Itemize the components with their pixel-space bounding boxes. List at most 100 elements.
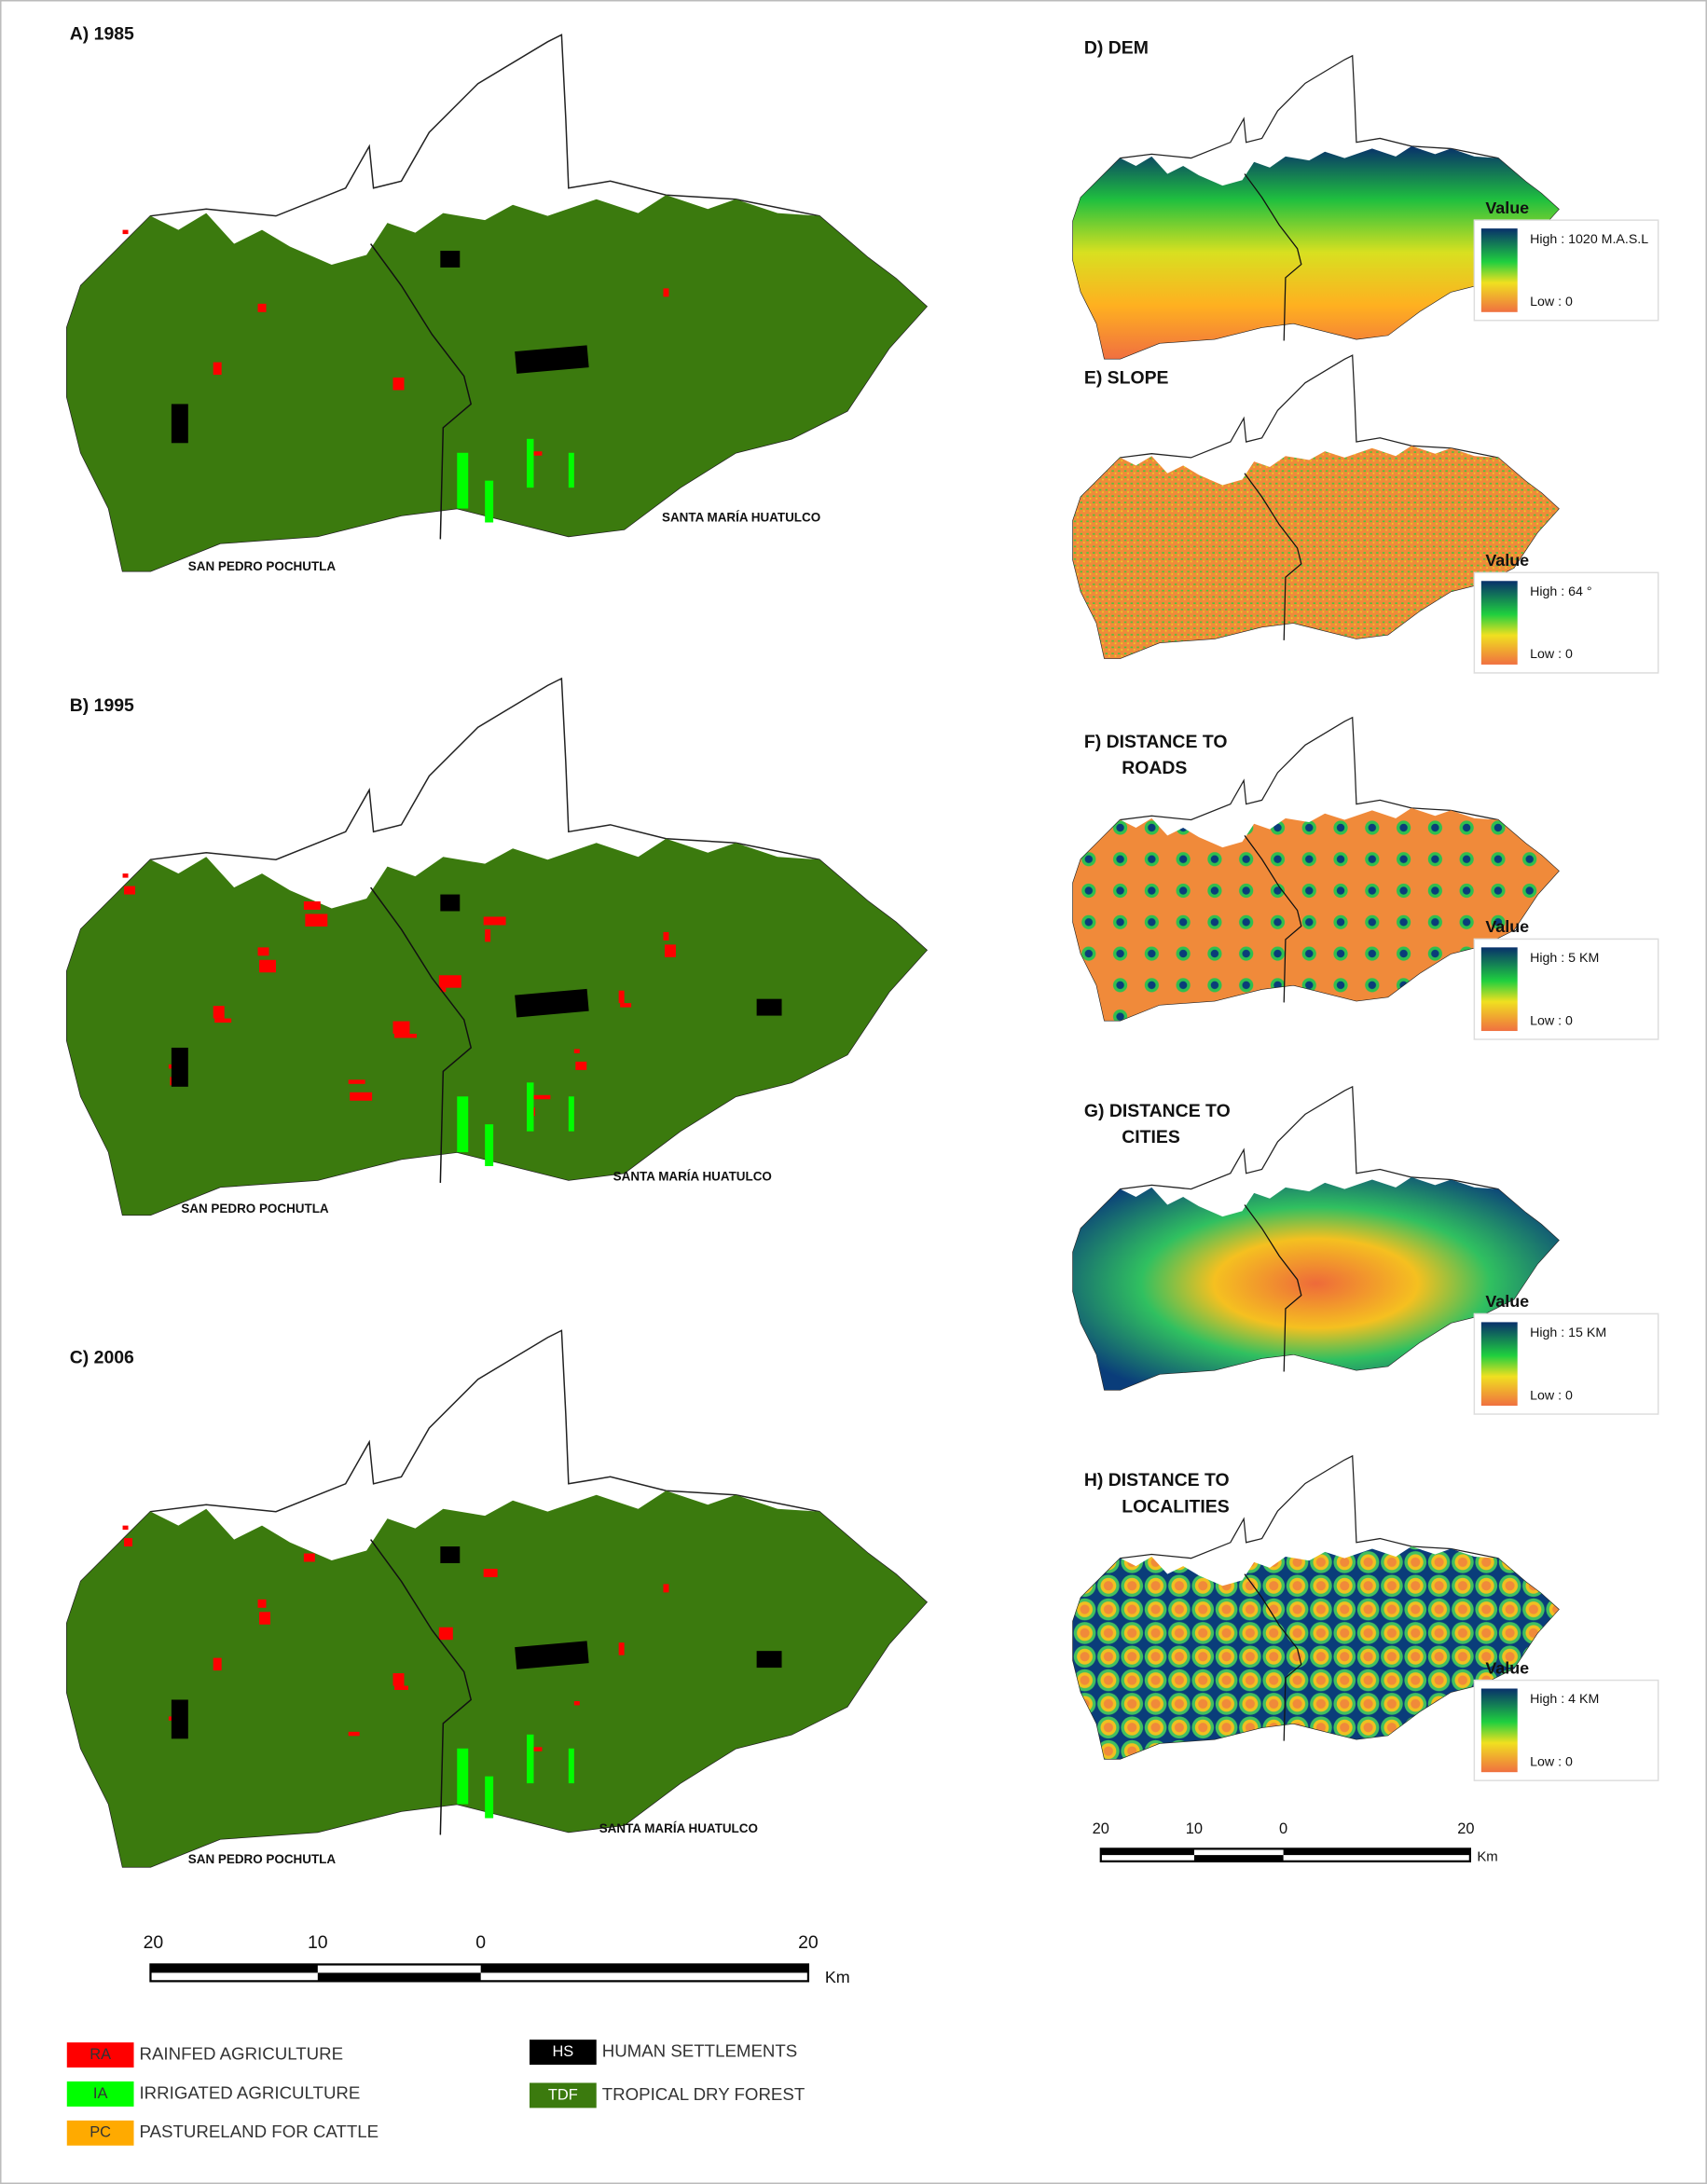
- place-label: SANTA MARÍA HUATULCO: [613, 1170, 772, 1184]
- rainfed-patch: [438, 1627, 453, 1641]
- map: [1072, 716, 1560, 1022]
- map: [66, 1329, 929, 1868]
- rainfed-patch: [483, 1568, 498, 1577]
- rainfed-patch: [394, 1685, 408, 1691]
- legend-swatch: [66, 2042, 134, 2068]
- place-label: SAN PEDRO POCHUTLA: [188, 559, 337, 573]
- settlement: [515, 1641, 589, 1669]
- rainfed-patch: [392, 378, 405, 391]
- rainfed-patch: [122, 229, 129, 235]
- legend-title: Value: [1485, 1658, 1529, 1677]
- irrigated-patch: [527, 438, 534, 488]
- color-ramp: [1480, 947, 1518, 1032]
- legend-low: Low : 0: [1530, 1013, 1573, 1028]
- rainfed-patch: [303, 901, 321, 911]
- legend-code: TDF: [548, 2086, 578, 2103]
- irrigated-patch: [527, 1734, 534, 1784]
- map: [1072, 354, 1560, 659]
- legend-title: Value: [1485, 551, 1529, 570]
- place-label: SAN PEDRO POCHUTLA: [181, 1202, 329, 1216]
- rainfed-patch: [440, 987, 447, 993]
- raster-area: [1072, 1546, 1559, 1760]
- district-border: [370, 1539, 473, 1835]
- settlement: [440, 1546, 461, 1563]
- rainfed-patch: [392, 1673, 405, 1686]
- panel-title: D) DEM: [1084, 37, 1149, 58]
- rainfed-patch: [348, 1079, 365, 1084]
- legend-high: High : 1020 M.A.S.L: [1530, 232, 1648, 247]
- scale-seg: [150, 1964, 318, 1973]
- rainfed-patch: [259, 959, 276, 973]
- raster-area: [1072, 446, 1559, 659]
- rainfed-patch: [528, 1747, 543, 1751]
- legend-code: HS: [552, 2043, 573, 2060]
- scale-tick: 10: [308, 1932, 328, 1953]
- map: [1072, 1454, 1560, 1760]
- panel-title: A) 1985: [70, 23, 134, 44]
- irrigated-patch: [485, 1776, 494, 1819]
- panel-title: CITIES: [1122, 1127, 1180, 1147]
- rainfed-patch: [214, 1018, 232, 1023]
- legend-code: IA: [93, 2085, 108, 2102]
- legend-label: PASTURELAND FOR CATTLE: [139, 2122, 379, 2141]
- panel-title: C) 2006: [70, 1347, 134, 1367]
- settlement: [756, 998, 782, 1016]
- legend-low: Low : 0: [1530, 1388, 1573, 1403]
- legend-label: IRRIGATED AGRICULTURE: [139, 2082, 360, 2102]
- irrigated-patch: [568, 452, 574, 488]
- rainfed-patch: [305, 913, 328, 927]
- scale-seg: [1193, 1855, 1284, 1861]
- rainfed-patch: [257, 303, 267, 312]
- legend-label: HUMAN SETTLEMENTS: [602, 2041, 798, 2061]
- irrigated-patch: [568, 1096, 574, 1132]
- settlement: [171, 1047, 188, 1087]
- rainfed-patch: [575, 1061, 587, 1070]
- district-border: [1244, 173, 1302, 341]
- rainfed-patch: [485, 928, 491, 942]
- forest-area: [66, 195, 927, 571]
- place-label: SAN PEDRO POCHUTLA: [188, 1852, 337, 1866]
- rainfed-patch: [528, 1094, 551, 1100]
- settlement: [515, 345, 589, 374]
- scale-seg: [1100, 1848, 1194, 1856]
- rainfed-patch: [573, 1049, 580, 1053]
- irrigated-patch: [457, 452, 469, 509]
- scale-unit: Km: [825, 1968, 850, 1986]
- scale-seg: [1283, 1848, 1470, 1856]
- rainfed-patch: [348, 1731, 360, 1737]
- panel-title: ROADS: [1122, 758, 1187, 778]
- place-label: SANTA MARÍA HUATULCO: [662, 511, 820, 525]
- rainfed-patch: [213, 1657, 222, 1671]
- panel-title: B) 1995: [70, 695, 134, 716]
- irrigated-patch: [457, 1096, 469, 1153]
- rainfed-patch: [392, 1021, 410, 1035]
- map: [66, 677, 929, 1216]
- scale-tick: 10: [1186, 1820, 1203, 1837]
- forest-area: [66, 838, 927, 1216]
- scale-seg: [317, 1972, 481, 1982]
- forest-area: [66, 1490, 927, 1867]
- map: [66, 34, 929, 572]
- settlement: [515, 988, 589, 1018]
- legend-swatch: [529, 2082, 597, 2108]
- rainfed-patch: [122, 1525, 129, 1531]
- rainfed-patch: [618, 1642, 625, 1655]
- rainfed-patch: [663, 288, 669, 297]
- district-border: [1244, 835, 1302, 1003]
- color-ramp: [1480, 228, 1518, 312]
- map: [1072, 54, 1560, 360]
- legend-label: RAINFED AGRICULTURE: [139, 2044, 343, 2064]
- panel-title: LOCALITIES: [1122, 1496, 1229, 1517]
- rainfed-patch: [257, 1599, 267, 1608]
- place-label: SANTA MARÍA HUATULCO: [599, 1821, 758, 1835]
- raster-area: [1072, 1176, 1559, 1390]
- rainfed-patch: [663, 1584, 669, 1593]
- panel-title: H) DISTANCE TO: [1084, 1470, 1230, 1490]
- rainfed-patch: [664, 944, 676, 957]
- rainfed-patch: [350, 1092, 373, 1101]
- legend-high: High : 15 KM: [1530, 1326, 1606, 1340]
- rainfed-patch: [528, 451, 543, 456]
- panel-title: F) DISTANCE TO: [1084, 732, 1228, 752]
- district-border: [1244, 473, 1302, 640]
